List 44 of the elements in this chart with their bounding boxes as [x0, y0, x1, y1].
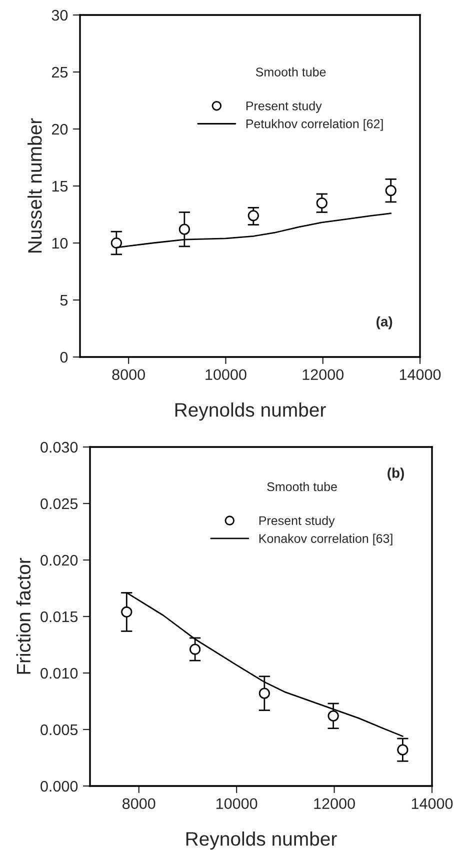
x-tick-label: 12000	[314, 798, 355, 810]
y-axis-title: Friction factor	[16, 558, 31, 674]
y-axis-title: Nusselt number	[28, 118, 42, 252]
x-axis-title: Reynolds number	[175, 402, 326, 421]
y-tick-label: 0.025	[40, 498, 78, 510]
y-tick-label: 20	[52, 124, 68, 135]
legend-label: Present study	[259, 516, 335, 528]
legend-title: Smooth tube	[267, 482, 337, 492]
point	[328, 710, 339, 722]
point	[189, 644, 201, 655]
legend-label: Present study	[246, 101, 322, 113]
y-tick-label: 15	[52, 181, 68, 192]
y-tick-label: 25	[52, 66, 68, 78]
legend-label: Petukhov correlation [62]	[246, 119, 383, 131]
y-tick-label: 0.020	[40, 554, 78, 566]
x-axis-title: Reynolds number	[186, 831, 337, 850]
annotation: (b)	[388, 468, 404, 481]
point	[397, 744, 408, 756]
x-tick-label: 8000	[122, 798, 156, 810]
y-tick-label: 0	[60, 352, 68, 363]
y-tick-label: 0.000	[40, 780, 78, 792]
x-tick-label: 14000	[400, 369, 441, 380]
point	[316, 198, 328, 209]
legend-label: Konakov correlation [63]	[259, 534, 392, 546]
annotation: (a)	[376, 316, 392, 330]
y-tick-label: 0.030	[40, 442, 78, 453]
x-tick-label: 10000	[216, 798, 258, 810]
point	[385, 185, 396, 196]
point	[258, 688, 270, 699]
point	[178, 224, 190, 235]
y-tick-label: 0.005	[40, 724, 78, 736]
y-tick-label: 5	[60, 295, 68, 306]
y-tick-label: 30	[52, 10, 68, 21]
x-tick-label: 14000	[412, 798, 453, 810]
legend-title: Smooth tube	[256, 67, 326, 76]
y-tick-label: 0.010	[40, 668, 78, 679]
x-tick-label: 8000	[112, 369, 145, 380]
x-tick-label: 10000	[206, 369, 246, 380]
y-tick-label: 10	[52, 238, 68, 249]
point	[110, 237, 122, 249]
y-tick-label: 0.015	[40, 611, 78, 622]
x-tick-label: 12000	[302, 369, 344, 380]
point	[121, 606, 132, 618]
point	[248, 210, 259, 222]
